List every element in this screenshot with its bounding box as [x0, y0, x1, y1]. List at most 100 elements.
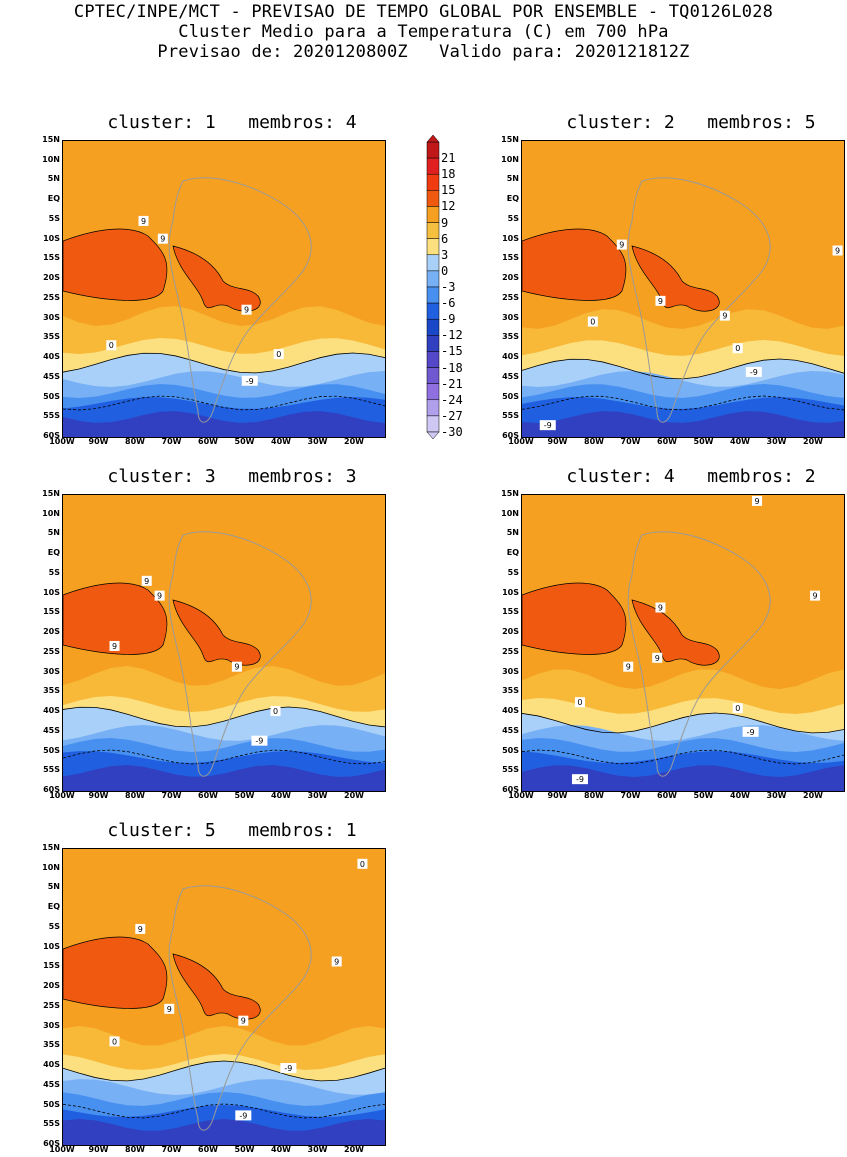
contour-label: -9 [235, 1110, 252, 1121]
lat-tick-label: 10N [42, 508, 60, 518]
svg-text:0: 0 [360, 860, 365, 869]
lat-tick-label: 15N [42, 135, 60, 144]
lat-tick-label: 55S [502, 411, 519, 421]
svg-text:9: 9 [755, 497, 760, 506]
map-panel-3: 9 9 9 9 0 -9 [62, 494, 386, 792]
colorbar-swatch [426, 367, 440, 384]
lat-tick-label: 20S [43, 627, 60, 637]
lat-tick-label: 10S [43, 587, 60, 597]
contour-m9 [522, 749, 844, 765]
lat-tick-label: 5S [507, 567, 519, 577]
svg-text:9: 9 [835, 247, 840, 256]
panel-title-5: cluster: 5 membros: 1 [107, 820, 357, 841]
svg-text:0: 0 [109, 341, 114, 350]
lon-tick-label: 40W [271, 1145, 291, 1154]
lat-tick-label: 10N [501, 508, 519, 518]
lon-tick-label: 40W [271, 791, 291, 800]
lon-tick-label: 40W [730, 437, 750, 446]
colorbar-swatch [426, 254, 440, 272]
svg-text:9: 9 [241, 1017, 246, 1026]
warm-blob-9 [172, 599, 261, 666]
contour-0 [63, 352, 385, 374]
lon-tick-label: 100W [49, 1145, 75, 1154]
contour-m9 [63, 1103, 385, 1119]
south-america-outline [168, 531, 312, 777]
lon-tick-label: 70W [161, 791, 182, 800]
svg-text:9: 9 [812, 592, 817, 601]
lon-tick-label: 80W [125, 791, 145, 800]
svg-text:9: 9 [244, 306, 249, 315]
lat-tick-label: 35S [43, 1040, 60, 1050]
contour-label: -9 [251, 735, 268, 746]
contour-label: 0 [273, 349, 284, 360]
band-m15 [63, 411, 385, 437]
lat-tick-label: 15N [501, 135, 519, 144]
band-m15 [63, 765, 385, 791]
contour-label: 9 [652, 652, 663, 663]
contour-0 [522, 712, 844, 734]
svg-text:9: 9 [112, 642, 117, 651]
lon-tick-label: 100W [49, 791, 75, 800]
contour-label: 9 [157, 233, 168, 244]
lat-tick-label: 10S [43, 941, 60, 951]
colorbar-level-label: -21 [441, 376, 463, 391]
lon-tick-label: 60W [198, 1145, 218, 1154]
lat-tick-label: EQ [506, 194, 519, 204]
colorbar-level-label: -6 [441, 296, 456, 311]
colorbar-level-label: -18 [441, 360, 463, 375]
map-panel-1: 9 9 9 0 0 -9 [62, 140, 386, 438]
contour-label: 0 [357, 858, 368, 869]
svg-text:9: 9 [722, 312, 727, 321]
lat-tick-label: 55S [43, 765, 60, 775]
lat-tick-label: 20S [43, 981, 60, 991]
colorbar-swatch [426, 351, 440, 368]
lat-tick-label: 50S [43, 1099, 60, 1109]
contour-label: 9 [238, 1015, 249, 1026]
panel-title-1: cluster: 1 membros: 4 [107, 112, 357, 133]
lat-tick-label: 40S [502, 706, 519, 716]
warm-blob-9 [172, 245, 261, 312]
lat-tick-label: 30S [43, 1020, 60, 1030]
warm-tongue-9 [63, 936, 168, 1009]
lat-tick-label: 45S [502, 725, 519, 735]
contour-label: -9 [745, 366, 762, 377]
svg-text:9: 9 [167, 1005, 172, 1014]
lat-tick-label: 20S [502, 273, 519, 283]
lat-tick-label: 5S [507, 213, 519, 223]
lat-tick-label: 5N [506, 174, 519, 184]
lon-tick-label: 70W [620, 791, 641, 800]
warm-blob-9 [631, 245, 720, 312]
lat-tick-label: 50S [43, 391, 60, 401]
colorbar-top-arrow [426, 134, 440, 143]
svg-text:9: 9 [626, 663, 631, 672]
colorbar-level-label: -15 [441, 344, 463, 359]
lat-tick-label: 55S [43, 1119, 60, 1129]
contour-label: -9 [742, 726, 759, 737]
lon-tick-label: 80W [125, 1145, 145, 1154]
lat-tick-label: 5S [48, 921, 60, 931]
contour-label: 9 [616, 239, 627, 250]
warm-blob-9 [172, 953, 261, 1020]
contour-label: 0 [732, 703, 743, 714]
contour-label: 0 [106, 340, 117, 351]
contour-label: 0 [732, 343, 743, 354]
lon-tick-label: 70W [161, 1145, 182, 1154]
lat-tick-label: 60S [502, 785, 519, 794]
south-america-outline [627, 177, 771, 423]
lat-tick-label: 60S [43, 431, 60, 440]
colorbar-swatch [426, 335, 440, 352]
contour-label: 0 [587, 316, 598, 327]
svg-text:-9: -9 [544, 421, 552, 430]
svg-text:0: 0 [590, 318, 595, 327]
lat-tick-label: 10N [42, 862, 60, 872]
colorbar-level-label: 12 [441, 199, 456, 214]
contour-label: 9 [141, 575, 152, 586]
svg-text:-9: -9 [284, 1064, 292, 1073]
south-america-outline [168, 885, 312, 1131]
contour-label: 9 [154, 590, 165, 601]
svg-text:-9: -9 [750, 368, 758, 377]
lon-tick-label: 50W [234, 437, 255, 446]
svg-text:0: 0 [577, 698, 582, 707]
warm-tongue-9 [522, 228, 627, 301]
lon-tick-label: 70W [161, 437, 182, 446]
